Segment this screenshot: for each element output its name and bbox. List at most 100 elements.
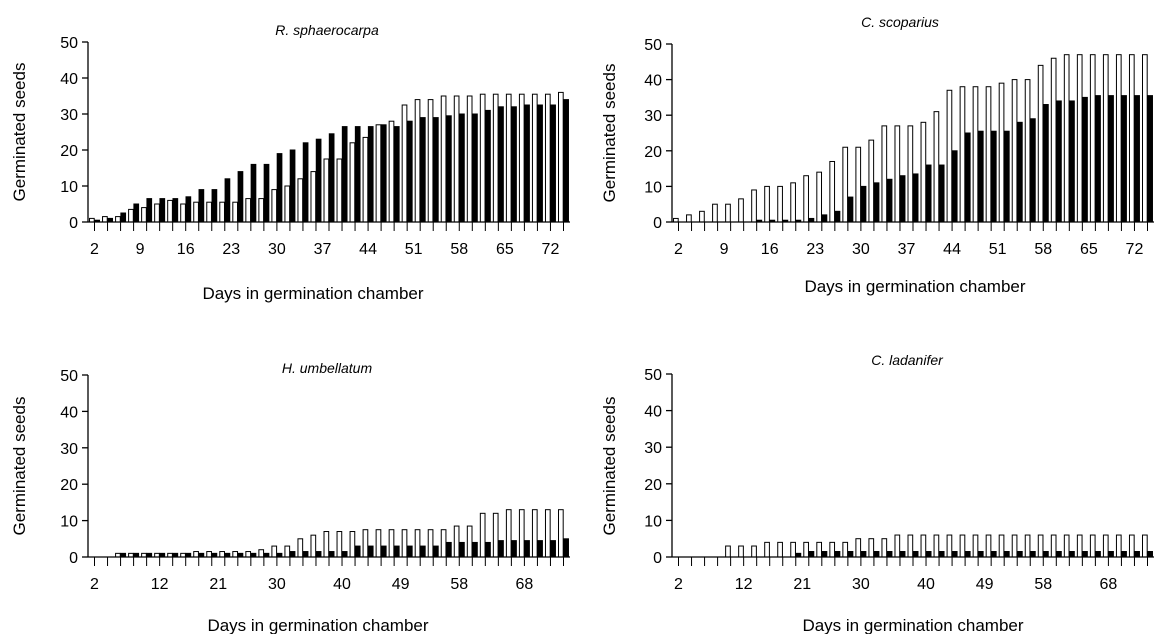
- chart-panel-4: C. ladanifer Germinated seeds Days in germ…: [600, 352, 1154, 634]
- bar-series-2: [925, 164, 932, 223]
- bar-series-1: [959, 534, 966, 558]
- y-tick-label: 10: [644, 513, 662, 530]
- bar-series-2: [472, 541, 478, 558]
- bar-series-2: [1108, 551, 1114, 558]
- x-tick-label: 58: [1034, 241, 1052, 258]
- bar-series-1: [297, 538, 304, 558]
- x-axis-label: Days in germination chamber: [207, 616, 428, 634]
- bar-series-1: [855, 538, 862, 558]
- chart-title: R. sphaerocarpa: [275, 22, 379, 38]
- x-axis-label: Days in germination chamber: [802, 616, 1023, 634]
- bar-series-2: [511, 106, 517, 223]
- bar-series-1: [1115, 534, 1122, 558]
- bar-series-1: [1142, 54, 1148, 223]
- bar-series-1: [816, 541, 823, 558]
- bar-series-1: [479, 93, 486, 223]
- bar-series-1: [1076, 534, 1083, 558]
- bar-series-2: [393, 545, 400, 558]
- x-tick-label: 44: [943, 241, 961, 258]
- bar-series-1: [790, 541, 796, 558]
- bar-series-2: [172, 198, 179, 223]
- bar-series-1: [985, 86, 992, 223]
- bar-series-1: [842, 146, 849, 223]
- bar-series-1: [790, 182, 796, 223]
- bar-series-2: [367, 126, 374, 223]
- y-tick-label: 30: [60, 441, 78, 458]
- y-tick-label: 0: [69, 550, 78, 567]
- bar-series-2: [380, 545, 387, 558]
- bar-series-1: [829, 541, 836, 558]
- x-tick-label: 58: [450, 241, 468, 258]
- bar-series-2: [847, 551, 854, 558]
- bar-series-1: [414, 99, 421, 223]
- bar-series-2: [380, 124, 387, 223]
- bar-series-2: [185, 196, 192, 223]
- bar-series-1: [959, 86, 966, 223]
- x-tick-label: 44: [359, 241, 377, 258]
- y-tick-label: 40: [644, 404, 662, 421]
- bar-series-1: [466, 95, 473, 223]
- bar-series-2: [498, 106, 504, 223]
- bar-series-2: [550, 104, 556, 223]
- bar-series-1: [855, 146, 862, 223]
- y-tick-label: 40: [60, 404, 78, 421]
- bar-series-2: [1017, 121, 1023, 223]
- x-tick-label: 37: [314, 241, 332, 258]
- bar-series-2: [433, 545, 439, 558]
- x-tick-label: 12: [151, 576, 169, 593]
- bar-series-1: [699, 210, 705, 223]
- bar-series-1: [466, 525, 473, 558]
- y-axis-label: Germinated seeds: [10, 63, 29, 202]
- bar-series-1: [558, 509, 564, 558]
- x-tick-label: 21: [793, 576, 811, 593]
- bar-series-2: [1095, 551, 1101, 558]
- bar-series-1: [972, 534, 979, 558]
- bar-series-1: [154, 203, 160, 223]
- bar-series-1: [479, 512, 486, 558]
- bar-series-2: [315, 138, 322, 223]
- y-tick-label: 50: [60, 368, 78, 385]
- bar-series-2: [1147, 95, 1153, 223]
- y-tick-label: 40: [644, 73, 662, 90]
- bar-series-1: [336, 531, 343, 558]
- bar-series-2: [860, 185, 867, 223]
- bar-series-2: [1095, 95, 1101, 223]
- bar-series-2: [354, 126, 361, 223]
- bar-series-1: [868, 139, 875, 223]
- bar-series-1: [1089, 54, 1096, 223]
- bar-series-1: [284, 185, 291, 223]
- bar-series-1: [271, 189, 278, 223]
- bar-series-1: [1142, 534, 1148, 558]
- bar-series-1: [258, 198, 265, 223]
- bar-series-1: [518, 509, 525, 558]
- bar-series-1: [297, 178, 304, 223]
- bar-series-1: [531, 93, 538, 223]
- bar-series-2: [912, 173, 919, 223]
- bar-series-1: [453, 95, 460, 223]
- x-axis-label: Days in germination chamber: [202, 284, 423, 303]
- bar-series-2: [847, 196, 854, 223]
- bar-series-2: [1003, 551, 1010, 558]
- bar-series-1: [1128, 534, 1135, 558]
- bar-series-2: [899, 175, 906, 223]
- bar-series-1: [505, 509, 512, 558]
- x-tick-label: 2: [674, 576, 683, 593]
- bar-series-1: [751, 189, 757, 223]
- y-tick-label: 0: [653, 215, 662, 232]
- bar-series-2: [1147, 551, 1153, 558]
- bar-series-2: [1003, 130, 1010, 223]
- bar-series-1: [271, 545, 278, 558]
- bar-series-2: [406, 545, 413, 558]
- bar-series-2: [537, 104, 543, 223]
- bar-series-1: [777, 185, 783, 223]
- bar-series-1: [1011, 79, 1018, 223]
- bar-series-1: [933, 534, 940, 558]
- bar-series-1: [751, 545, 757, 558]
- bar-series-2: [472, 113, 478, 223]
- bar-series-1: [1128, 54, 1135, 223]
- bar-series-2: [419, 117, 426, 223]
- bar-series-1: [141, 207, 147, 223]
- bar-series-2: [446, 541, 452, 558]
- bar-series-2: [951, 551, 958, 558]
- y-tick-label: 10: [644, 179, 662, 196]
